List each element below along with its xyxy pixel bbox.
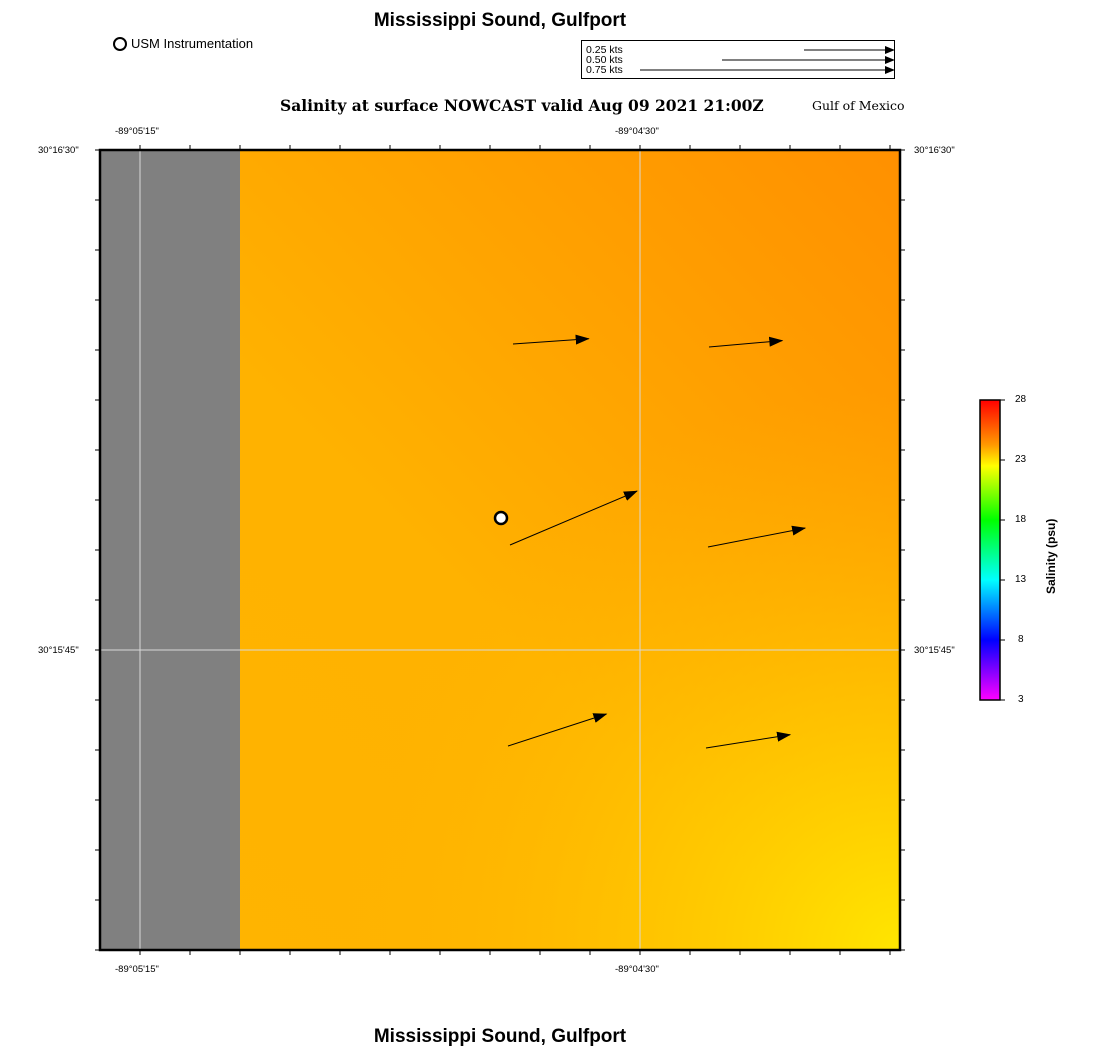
map-title: Mississippi Sound, Gulfport bbox=[373, 10, 627, 31]
station-legend-label: USM Instrumentation bbox=[131, 36, 254, 51]
land-area bbox=[100, 150, 240, 950]
current-vector-5 bbox=[507, 713, 608, 747]
colorbar-tick-18: 18 bbox=[1015, 514, 1027, 525]
footer-title: Mississippi Sound, Gulfport bbox=[373, 1026, 627, 1047]
lat-tick-left-2: 30°15'45" bbox=[38, 645, 79, 656]
station-marker-icon bbox=[113, 36, 127, 51]
current-vector-1 bbox=[512, 334, 590, 345]
colorbar-gradient bbox=[979, 399, 1001, 701]
lon-tick-bottom-1: -89°05'15" bbox=[115, 964, 159, 975]
current-vector-3 bbox=[509, 490, 638, 546]
colorbar-tick-3: 3 bbox=[1018, 694, 1024, 705]
frame-ticks bbox=[95, 145, 905, 955]
scale-arrows bbox=[640, 46, 894, 74]
station-legend: USM Instrumentation bbox=[113, 36, 253, 51]
scale-label-075: 0.75 kts bbox=[586, 64, 623, 76]
colorbar-tick-23: 23 bbox=[1015, 454, 1027, 465]
colorbar-tick-13: 13 bbox=[1015, 574, 1027, 585]
current-vectors bbox=[507, 334, 807, 749]
colorbar-title: Salinity (psu) bbox=[1044, 518, 1058, 594]
usm-station-marker bbox=[493, 510, 509, 526]
current-scale-legend: 0.25 kts 0.50 kts 0.75 kts bbox=[581, 40, 895, 79]
current-vector-6 bbox=[705, 731, 792, 749]
region-label: Gulf of Mexico bbox=[812, 98, 905, 113]
lon-tick-top-1: -89°05'15" bbox=[115, 126, 159, 137]
scale-label-025: 0.25 kts bbox=[586, 44, 623, 56]
lat-tick-right-2: 30°15'45" bbox=[914, 645, 955, 656]
map-subtitle: Salinity at surface NOWCAST valid Aug 09… bbox=[280, 96, 764, 115]
lon-tick-top-2: -89°04'30" bbox=[615, 126, 659, 137]
colorbar-tick-28: 28 bbox=[1015, 394, 1027, 405]
current-vector-2 bbox=[708, 336, 784, 348]
scale-label-050: 0.50 kts bbox=[586, 54, 623, 66]
current-vector-4 bbox=[707, 525, 807, 548]
colorbar-tick-8: 8 bbox=[1018, 634, 1024, 645]
grid-lines bbox=[100, 150, 900, 950]
lat-tick-right-1: 30°16'30" bbox=[914, 145, 955, 156]
colorbar-ticks bbox=[1000, 399, 1005, 701]
lat-tick-left-1: 30°16'30" bbox=[38, 145, 79, 156]
lon-tick-bottom-2: -89°04'30" bbox=[615, 964, 659, 975]
